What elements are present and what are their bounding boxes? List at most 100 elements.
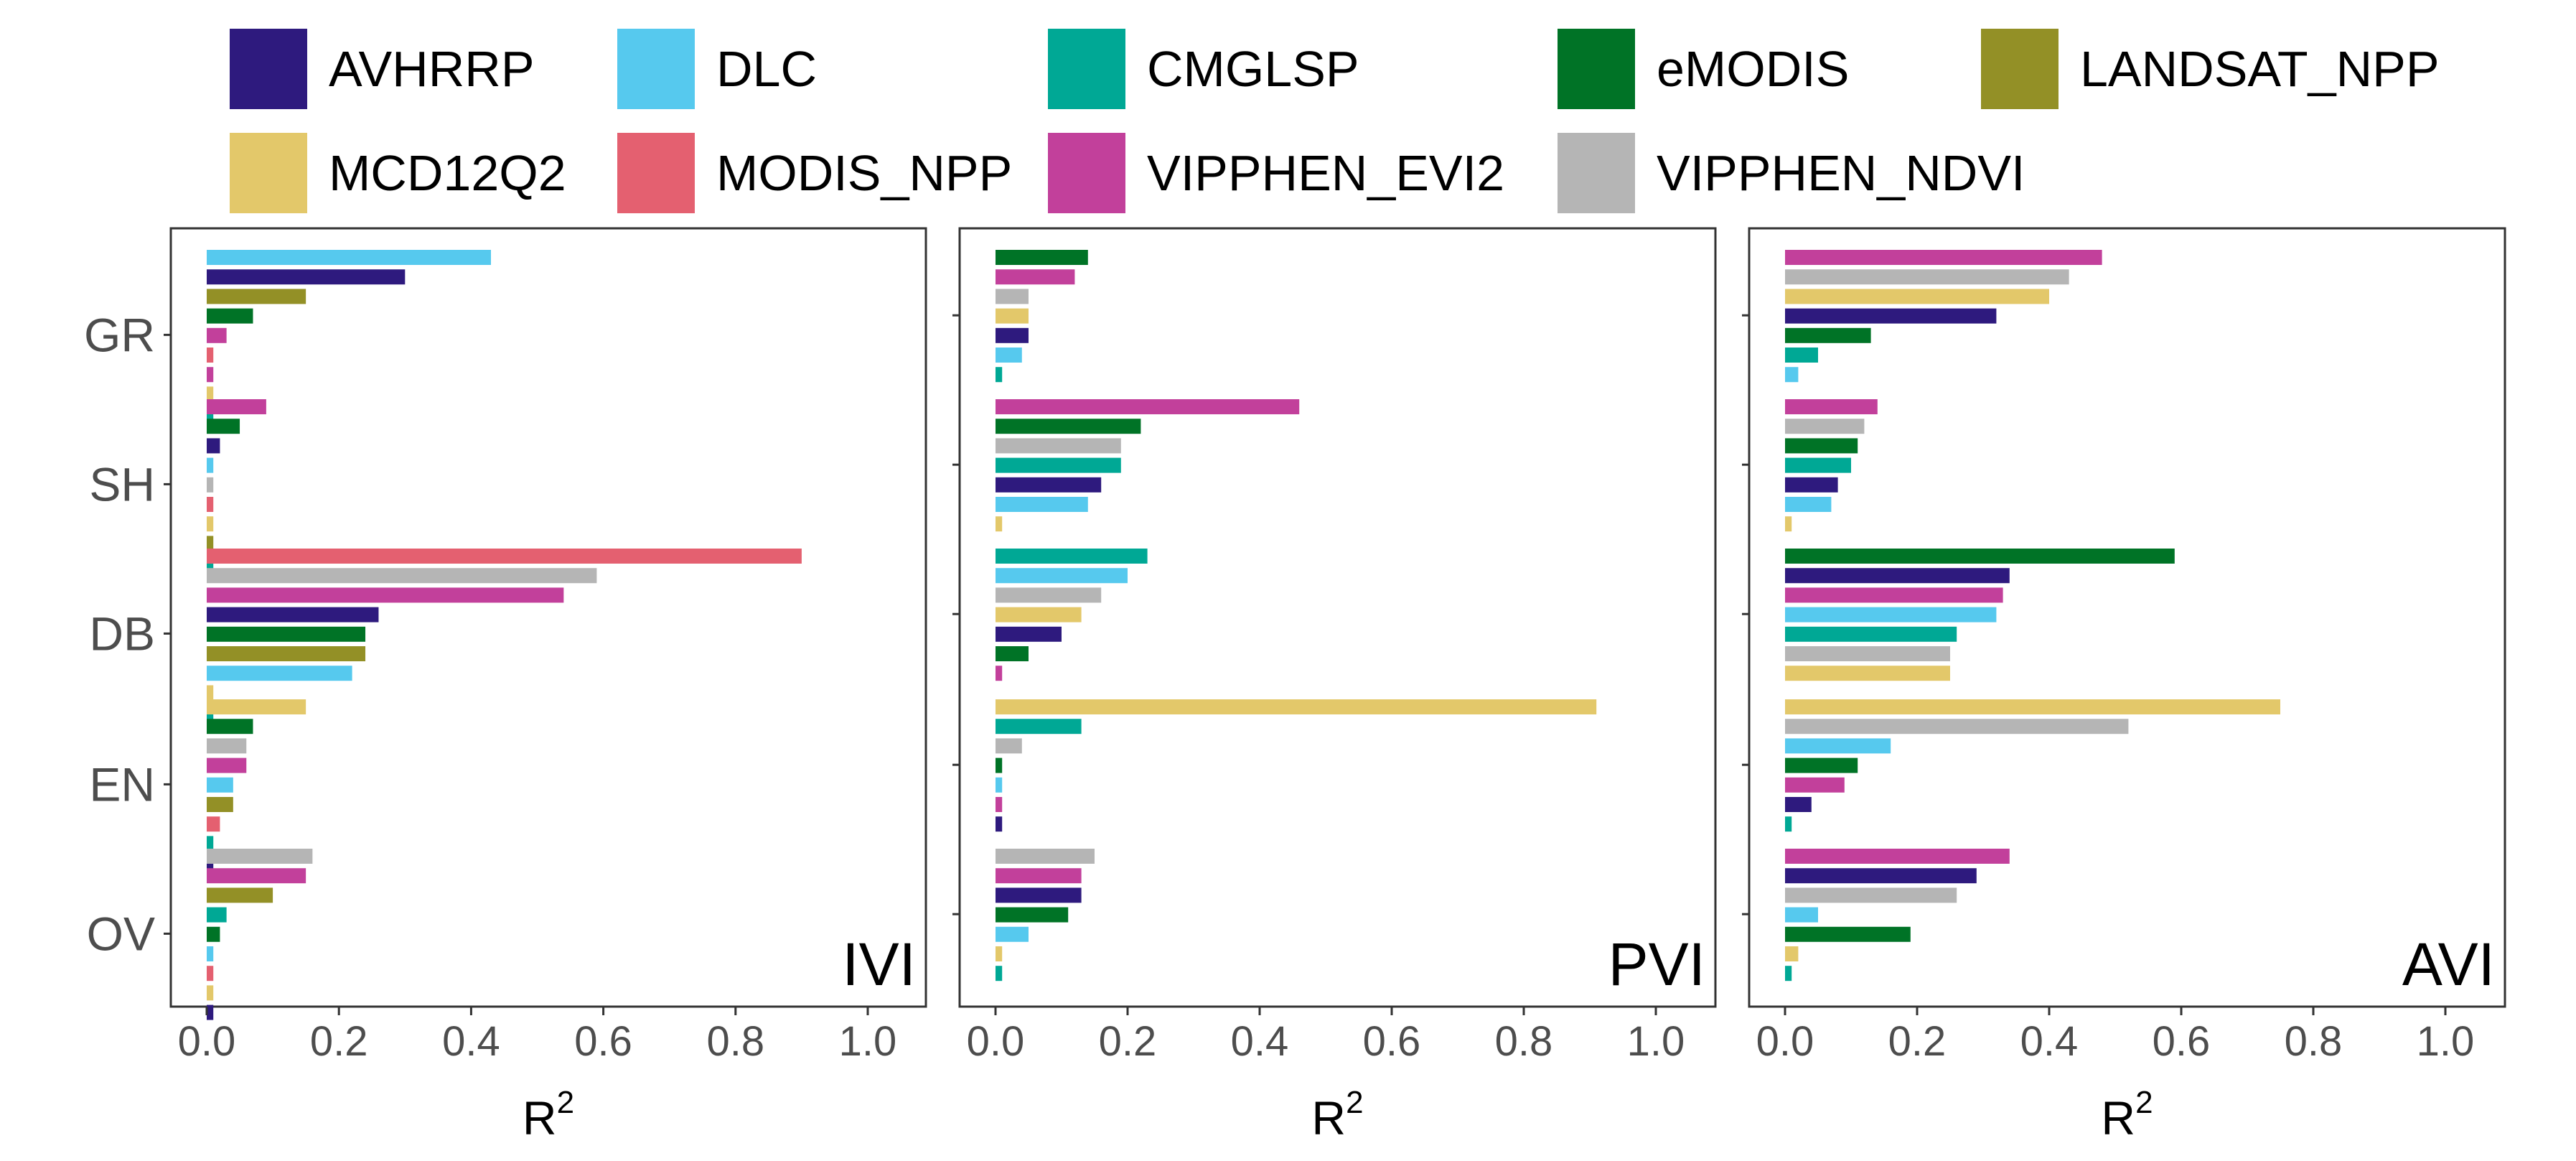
bar-db-dlc — [207, 666, 352, 681]
bar-ov-emodis — [996, 907, 1069, 923]
legend-label-landsat-npp: LANDSAT_NPP — [2080, 41, 2440, 97]
bar-gr-emodis — [996, 250, 1088, 265]
legend-swatch-cmglsp — [1048, 29, 1125, 109]
bar-ov-vipphen-evi2 — [207, 868, 306, 884]
bar-db-vipphen-evi2 — [207, 587, 564, 603]
bar-en-dlc — [996, 777, 1003, 793]
category-label-db: DB — [89, 607, 155, 660]
x-tick-label-0-2: 0.2 — [1888, 1018, 1947, 1065]
bar-db-emodis — [1785, 549, 2175, 564]
bar-ov-cmglsp — [996, 966, 1003, 982]
x-axis-title-base: R — [1311, 1091, 1346, 1144]
x-axis-title-superscript: 2 — [2135, 1085, 2153, 1120]
bar-ov-emodis — [207, 926, 220, 942]
x-tick-label-1-0: 1.0 — [2417, 1018, 2475, 1065]
legend-item-vipphen-evi2: VIPPHEN_EVI2 — [1048, 133, 1504, 213]
bar-group-db — [207, 549, 802, 720]
bar-group-ov — [207, 849, 313, 1020]
bar-gr-emodis — [207, 308, 253, 324]
legend-label-emodis: eMODIS — [1657, 41, 1849, 97]
bar-sh-dlc — [1785, 497, 1832, 512]
legend-item-cmglsp: CMGLSP — [1048, 29, 1359, 109]
bar-gr-dlc — [996, 348, 1022, 363]
bar-sh-vipphen-ndvi — [996, 438, 1121, 454]
legend-item-emodis: eMODIS — [1558, 29, 1849, 109]
x-tick-label-0-8: 0.8 — [1495, 1018, 1553, 1065]
legend-label-modis-npp: MODIS_NPP — [716, 145, 1012, 201]
x-tick-label-0-0: 0.0 — [967, 1018, 1025, 1065]
panel-frame — [958, 227, 1717, 1008]
bar-sh-vipphen-evi2 — [207, 399, 266, 414]
legend-swatch-vipphen-evi2 — [1048, 133, 1125, 213]
bar-ov-dlc — [1785, 907, 1818, 923]
x-tick-label-0-0: 0.0 — [1756, 1018, 1814, 1065]
bar-group-gr — [1785, 250, 2102, 383]
bar-en-emodis — [207, 719, 253, 735]
bar-en-vipphen-ndvi — [996, 738, 1022, 754]
bar-gr-emodis — [1785, 327, 1871, 343]
bar-ov-mcd12q2 — [207, 985, 214, 1001]
bar-gr-vipphen-ndvi — [1785, 269, 2069, 285]
bar-db-dlc — [996, 568, 1128, 584]
bar-ov-vipphen-evi2 — [996, 868, 1082, 884]
category-label-gr: GR — [84, 308, 155, 361]
x-tick-label-0-4: 0.4 — [442, 1018, 500, 1065]
bar-gr-vipphen-ndvi — [996, 289, 1029, 304]
bar-ov-mcd12q2 — [1785, 946, 1799, 961]
bar-sh-avhrrp — [1785, 477, 1838, 493]
bar-gr-dlc — [207, 250, 492, 265]
legend-swatch-dlc — [617, 29, 695, 109]
bar-en-vipphen-evi2 — [207, 757, 247, 773]
bar-sh-landsat-npp — [207, 536, 214, 551]
bar-sh-cmglsp — [996, 457, 1121, 473]
legend-label-dlc: DLC — [716, 41, 817, 97]
bar-db-cmglsp — [996, 549, 1148, 564]
bar-en-modis-npp — [207, 816, 220, 832]
x-tick-label-0-6: 0.6 — [1363, 1018, 1421, 1065]
bar-ov-dlc — [996, 926, 1029, 942]
x-axis-title-superscript: 2 — [1346, 1085, 1363, 1120]
bar-db-avhrrp — [1785, 568, 2010, 584]
bar-group-en — [1785, 699, 2280, 832]
legend-swatch-mcd12q2 — [230, 133, 307, 213]
bar-gr-mcd12q2 — [996, 308, 1029, 324]
bar-sh-vipphen-evi2 — [996, 399, 1300, 414]
category-label-en: EN — [89, 757, 155, 811]
bar-group-ov — [996, 849, 1095, 982]
bar-ov-cmglsp — [1785, 966, 1792, 982]
bar-db-landsat-npp — [207, 646, 366, 661]
bar-sh-emodis — [207, 419, 240, 434]
bar-en-dlc — [1785, 738, 1891, 754]
bar-en-mcd12q2 — [996, 699, 1597, 714]
legend-swatch-landsat-npp — [1981, 29, 2059, 109]
bar-db-mcd12q2 — [996, 607, 1082, 623]
bar-en-vipphen-evi2 — [996, 797, 1003, 812]
x-axis-title-base: R — [2101, 1091, 2135, 1144]
bar-db-modis-npp — [207, 549, 802, 564]
bar-gr-cmglsp — [1785, 348, 1818, 363]
bar-db-vipphen-evi2 — [1785, 587, 2003, 603]
bar-sh-avhrrp — [207, 438, 220, 454]
legend-swatch-vipphen-ndvi — [1558, 133, 1635, 213]
bar-sh-mcd12q2 — [996, 516, 1003, 532]
bar-ov-avhrrp — [996, 887, 1082, 903]
bar-gr-avhrrp — [996, 327, 1029, 343]
x-tick-label-1-0: 1.0 — [1627, 1018, 1685, 1065]
x-tick-label-0-8: 0.8 — [2285, 1018, 2343, 1065]
legend-item-vipphen-ndvi: VIPPHEN_NDVI — [1558, 133, 2025, 213]
panel-title-avi: AVI — [2402, 931, 2495, 998]
bar-gr-landsat-npp — [207, 289, 306, 304]
bar-sh-dlc — [207, 457, 214, 473]
legend-label-vipphen-ndvi: VIPPHEN_NDVI — [1657, 145, 2025, 201]
bar-group-db — [996, 549, 1148, 681]
legend-label-avhrrp: AVHRRP — [329, 41, 535, 97]
bar-group-en — [996, 699, 1597, 832]
bar-db-avhrrp — [207, 607, 379, 623]
bar-en-cmglsp — [1785, 816, 1792, 832]
bar-gr-vipphen-evi2 — [207, 327, 227, 343]
bar-db-emodis — [207, 626, 366, 642]
x-tick-label-0-0: 0.0 — [178, 1018, 236, 1065]
x-axis-title: R2 — [523, 1085, 574, 1144]
bar-db-mcd12q2 — [1785, 666, 1950, 681]
legend-item-avhrrp: AVHRRP — [230, 29, 535, 109]
